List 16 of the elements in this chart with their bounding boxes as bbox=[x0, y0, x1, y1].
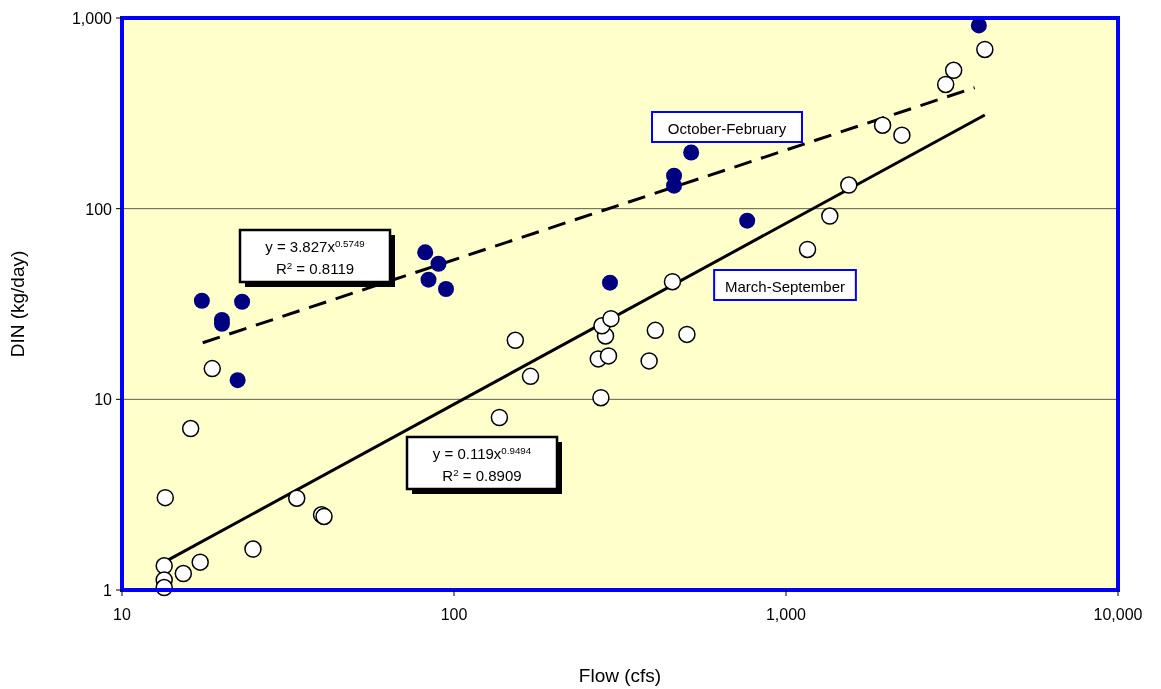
annotation: R$^{2}$ = 0.8119 bbox=[275, 259, 355, 277]
y-tick-label: 1,000 bbox=[71, 10, 113, 27]
y-tick-label: 10 bbox=[94, 391, 113, 409]
annotation: y = 0.119x$^{0.9494}$ bbox=[432, 444, 532, 462]
y-axis-title: DIN (kg/day) bbox=[7, 250, 28, 358]
annotation: y = 3.827x$^{0.5749}$ bbox=[265, 237, 365, 255]
x-tick-label: 100 bbox=[440, 606, 468, 623]
annotation: R$^{2}$ = 0.8909 bbox=[442, 466, 522, 484]
x-tick-label: 10 bbox=[113, 606, 131, 623]
y-tick-label: 1 bbox=[103, 582, 113, 599]
annotation: October-February bbox=[667, 120, 787, 137]
x-axis-title: Flow (cfs) bbox=[578, 665, 662, 686]
y-tick-label: 100 bbox=[85, 200, 113, 218]
x-tick-label: 1,000 bbox=[765, 606, 807, 623]
annotation: March-September bbox=[724, 278, 846, 295]
x-tick-label: 10,000 bbox=[1093, 606, 1143, 623]
